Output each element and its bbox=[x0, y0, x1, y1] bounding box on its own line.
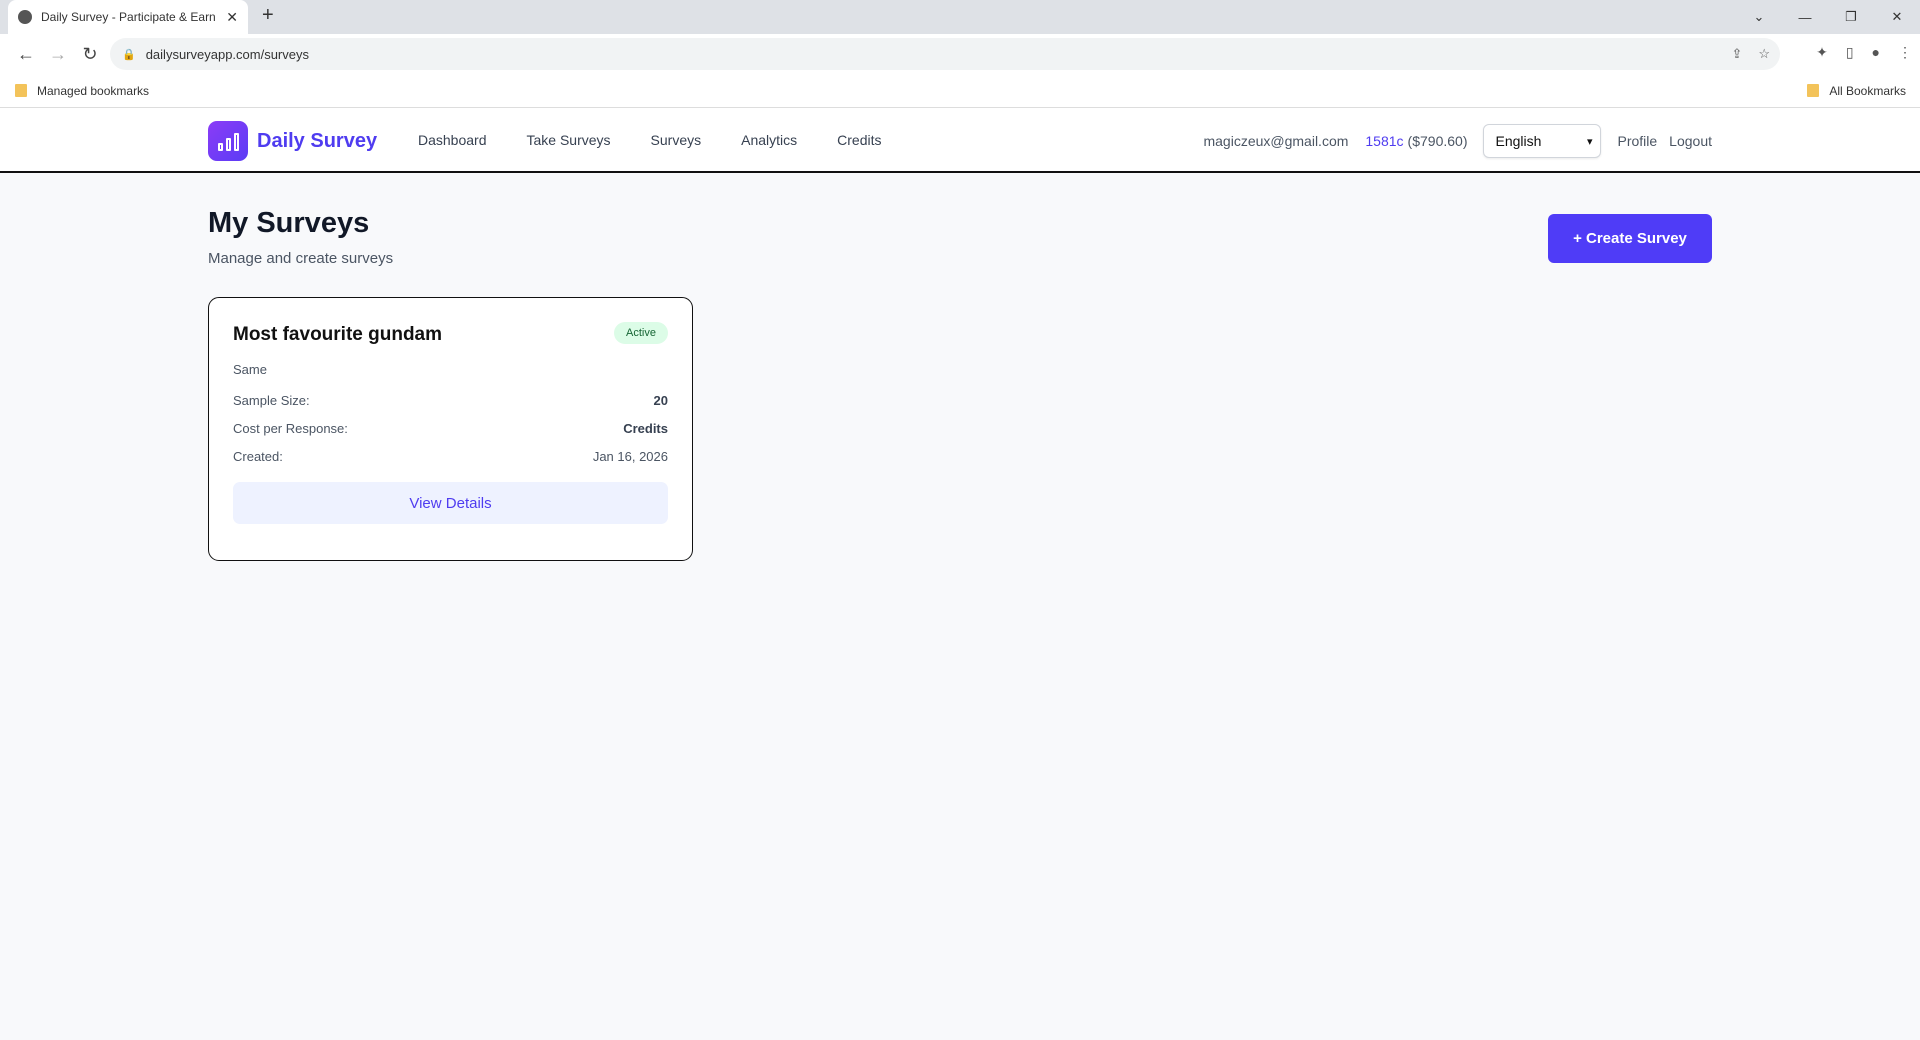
survey-title: Most favourite gundam bbox=[233, 324, 443, 345]
close-tab-icon[interactable]: ✕ bbox=[226, 8, 238, 25]
extensions-icon[interactable]: ✦ bbox=[1816, 44, 1828, 60]
new-tab-icon[interactable]: + bbox=[262, 4, 274, 26]
brand-name: Daily Survey bbox=[257, 129, 378, 152]
minimize-icon[interactable]: — bbox=[1798, 9, 1812, 25]
lock-icon: 🔒 bbox=[122, 48, 136, 61]
credits-balance: 1581c bbox=[1365, 133, 1404, 149]
address-bar-row: ← → ↻ 🔒 dailysurveyapp.com/surveys ⇪ ☆ ✦ … bbox=[0, 34, 1920, 74]
logout-link[interactable]: Logout bbox=[1669, 133, 1712, 149]
row-value: Credits bbox=[623, 421, 668, 436]
nav-take-surveys[interactable]: Take Surveys bbox=[526, 132, 611, 148]
globe-icon bbox=[18, 10, 32, 24]
row-value: Jan 16, 2026 bbox=[592, 449, 668, 464]
back-icon[interactable]: ← bbox=[17, 43, 35, 64]
language-select[interactable]: English ▾ bbox=[1483, 124, 1602, 158]
page-subtitle: Manage and create surveys bbox=[208, 250, 394, 267]
create-survey-button[interactable]: + Create Survey bbox=[1548, 214, 1712, 263]
restore-icon[interactable]: ❐ bbox=[1845, 9, 1857, 24]
tab-search-icon[interactable]: ⌄ bbox=[1753, 9, 1765, 24]
profile-link[interactable]: Profile bbox=[1617, 133, 1658, 149]
folder-icon bbox=[1807, 84, 1820, 97]
brand-logo[interactable]: Daily Survey bbox=[208, 121, 377, 161]
created-row: Created: Jan 16, 2026 bbox=[233, 449, 668, 477]
language-value: English bbox=[1495, 133, 1542, 149]
nav-analytics[interactable]: Analytics bbox=[741, 132, 798, 148]
browser-tab-bar: Daily Survey - Participate & Earn ✕ + ⌄ … bbox=[0, 0, 1920, 34]
bar-chart-icon bbox=[208, 121, 248, 161]
url-input[interactable]: 🔒 dailysurveyapp.com/surveys ⇪ ☆ bbox=[110, 38, 1780, 70]
star-icon[interactable]: ☆ bbox=[1758, 46, 1770, 61]
main-content: My Surveys Manage and create surveys + C… bbox=[208, 207, 1712, 561]
managed-bookmarks[interactable]: Managed bookmarks bbox=[37, 83, 150, 98]
credits-usd: ($790.60) bbox=[1407, 133, 1468, 149]
row-label: Created: bbox=[233, 449, 283, 464]
status-badge: Active bbox=[614, 322, 668, 344]
forward-icon[interactable]: → bbox=[49, 43, 67, 64]
row-label: Sample Size: bbox=[233, 393, 310, 408]
row-value: 20 bbox=[653, 393, 668, 408]
folder-icon bbox=[15, 84, 27, 97]
app-navbar: Daily Survey Dashboard Take Surveys Surv… bbox=[0, 108, 1920, 173]
survey-description: Same bbox=[233, 362, 267, 377]
all-bookmarks[interactable]: All Bookmarks bbox=[1829, 83, 1906, 98]
profile-avatar-icon[interactable]: ● bbox=[1871, 44, 1880, 60]
cost-row: Cost per Response: Credits bbox=[233, 421, 668, 449]
nav-credits[interactable]: Credits bbox=[837, 132, 882, 148]
user-email: magiczeux@gmail.com bbox=[1203, 133, 1349, 149]
tab-title: Daily Survey - Participate & Earn bbox=[41, 10, 216, 24]
sample-size-row: Sample Size: 20 bbox=[233, 393, 668, 421]
side-panel-icon[interactable]: ▯ bbox=[1845, 44, 1854, 60]
survey-card: Most favourite gundam Active Same Sample… bbox=[208, 297, 693, 561]
page-title: My Surveys bbox=[208, 207, 370, 239]
row-label: Cost per Response: bbox=[233, 421, 348, 436]
browser-tab[interactable]: Daily Survey - Participate & Earn ✕ bbox=[8, 0, 248, 34]
nav-surveys[interactable]: Surveys bbox=[650, 132, 702, 148]
menu-icon[interactable]: ⋮ bbox=[1898, 44, 1912, 60]
share-icon[interactable]: ⇪ bbox=[1731, 46, 1743, 61]
close-window-icon[interactable]: ✕ bbox=[1891, 9, 1903, 24]
reload-icon[interactable]: ↻ bbox=[82, 43, 98, 64]
bookmarks-bar: Managed bookmarks All Bookmarks bbox=[0, 74, 1920, 108]
nav-dashboard[interactable]: Dashboard bbox=[418, 132, 487, 148]
view-details-button[interactable]: View Details bbox=[233, 482, 668, 524]
chevron-down-icon: ▾ bbox=[1586, 135, 1593, 148]
url-text: dailysurveyapp.com/surveys bbox=[145, 46, 309, 62]
